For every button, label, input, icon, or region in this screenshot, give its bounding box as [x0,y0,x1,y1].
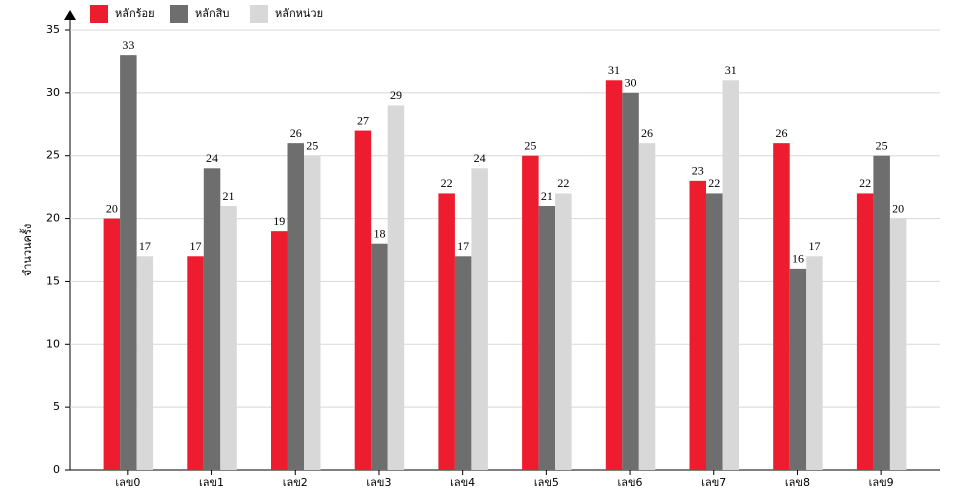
bar [120,55,137,471]
bar [706,193,723,470]
value-label: 22 [859,176,871,190]
value-label: 20 [106,201,118,215]
x-tick-label: เลข2 [283,476,308,489]
value-label: 26 [290,126,302,140]
bar [136,256,154,470]
value-label: 31 [725,63,737,77]
value-label: 24 [206,151,218,165]
bar [287,143,304,470]
value-label: 25 [306,138,318,152]
value-label: 33 [122,38,134,52]
bar [773,143,790,470]
y-tick-label: 0 [53,463,60,476]
axis-arrow [64,10,76,20]
y-tick-label: 30 [46,86,60,99]
value-label: 19 [273,214,285,228]
bar [538,206,556,470]
bar [354,130,372,471]
y-tick-label: 10 [46,337,60,350]
value-label: 18 [373,226,385,240]
legend-swatch [250,5,268,23]
value-label: 16 [792,252,804,266]
value-label: 26 [775,126,787,140]
value-label: 29 [390,88,402,102]
x-tick-label: เลข6 [618,476,643,489]
bar [371,243,388,470]
bar [387,105,405,470]
value-label: 25 [524,138,536,152]
bar [454,256,472,470]
bar [789,268,807,470]
x-tick-label: เลข1 [199,476,224,489]
value-label: 21 [223,189,235,203]
y-tick-label: 20 [46,212,60,225]
bar [622,92,639,470]
bar [873,155,890,470]
bar [438,193,455,470]
value-label: 30 [625,76,637,90]
bar [187,256,204,470]
legend-label: หลักหน่วย [275,7,323,20]
bar [522,155,539,470]
legend-swatch [170,5,188,23]
value-label: 24 [474,151,486,165]
bar [555,193,572,470]
bar [271,231,288,470]
x-tick-label: เลข9 [869,476,894,489]
x-tick-label: เลข7 [701,476,726,489]
bar [638,143,656,470]
value-label: 22 [441,176,453,190]
x-tick-label: เลข4 [450,476,475,489]
bar [722,80,739,471]
y-axis-label: จำนวนครั้ง [19,224,34,276]
x-tick-label: เลข3 [366,476,391,489]
value-label: 27 [357,113,369,127]
legend-label: หลักสิบ [195,7,229,20]
bar [605,80,623,471]
value-label: 22 [708,176,720,190]
bar [856,193,874,470]
value-label: 17 [808,239,820,253]
bar [889,218,907,470]
bar [471,168,488,471]
bar [220,206,237,470]
x-tick-label: เลข5 [534,476,559,489]
value-label: 25 [876,138,888,152]
y-tick-label: 15 [46,274,60,287]
value-label: 20 [892,201,904,215]
value-label: 23 [692,164,704,178]
legend-swatch [90,5,108,23]
value-label: 31 [608,63,620,77]
bar [203,168,221,471]
y-tick-label: 25 [46,149,60,162]
bar [689,180,706,470]
value-label: 21 [541,189,553,203]
y-tick-label: 35 [46,23,60,36]
legend-label: หลักร้อย [115,7,155,20]
value-label: 17 [457,239,469,253]
bar [304,155,321,470]
x-tick-label: เลข8 [785,476,810,489]
bar [806,256,823,470]
y-tick-label: 5 [53,400,60,413]
value-label: 22 [557,176,569,190]
bar [103,218,121,470]
x-tick-label: เลข0 [115,476,140,489]
value-label: 17 [139,239,151,253]
value-label: 26 [641,126,653,140]
value-label: 17 [190,239,202,253]
